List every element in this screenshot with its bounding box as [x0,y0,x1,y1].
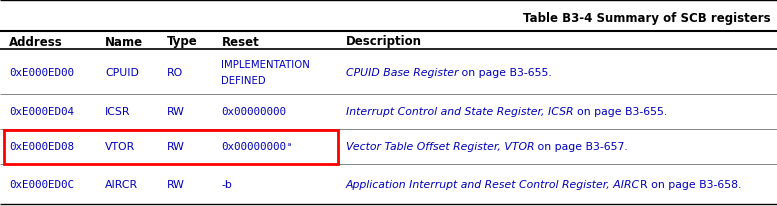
Text: 0x00000000ᵃ: 0x00000000ᵃ [221,141,293,151]
Text: on page B3-655.: on page B3-655. [577,107,667,116]
Text: IMPLEMENTATION: IMPLEMENTATION [221,60,310,70]
Text: Reset: Reset [221,35,260,48]
Text: Application Interrupt and Reset Control Register, AIRC: Application Interrupt and Reset Control … [346,179,640,189]
Text: VTOR: VTOR [105,141,135,151]
Text: 0xE000ED00: 0xE000ED00 [9,68,75,78]
Text: 0xE000ED0C: 0xE000ED0C [9,179,75,189]
Text: 0x00000000: 0x00000000 [221,107,287,116]
Text: ICSR: ICSR [105,107,131,116]
Text: R on page B3-658.: R on page B3-658. [640,179,741,189]
Text: RW: RW [167,179,185,189]
Text: 0xE000ED04: 0xE000ED04 [9,107,75,116]
Text: Type: Type [167,35,198,48]
Text: Address: Address [9,35,63,48]
Text: RO: RO [167,68,183,78]
Text: Name: Name [105,35,143,48]
Text: Vector Table Offset Register, VTOR: Vector Table Offset Register, VTOR [346,141,535,151]
Text: RW: RW [167,141,185,151]
Text: Description: Description [346,35,422,48]
Text: 0xE000ED08: 0xE000ED08 [9,141,75,151]
Text: CPUID: CPUID [105,68,139,78]
Text: -b: -b [221,179,232,189]
Text: on page B3-657.: on page B3-657. [535,141,628,151]
Bar [5,130,338,164]
Text: CPUID Base Register: CPUID Base Register [346,68,458,78]
Text: Interrupt Control and State Register, ICSR: Interrupt Control and State Register, IC… [346,107,577,116]
Text: RW: RW [167,107,185,116]
Text: on page B3-655.: on page B3-655. [458,68,552,78]
Text: DEFINED: DEFINED [221,76,266,85]
Text: Table B3-4 Summary of SCB registers: Table B3-4 Summary of SCB registers [524,12,771,25]
Text: AIRCR: AIRCR [105,179,138,189]
